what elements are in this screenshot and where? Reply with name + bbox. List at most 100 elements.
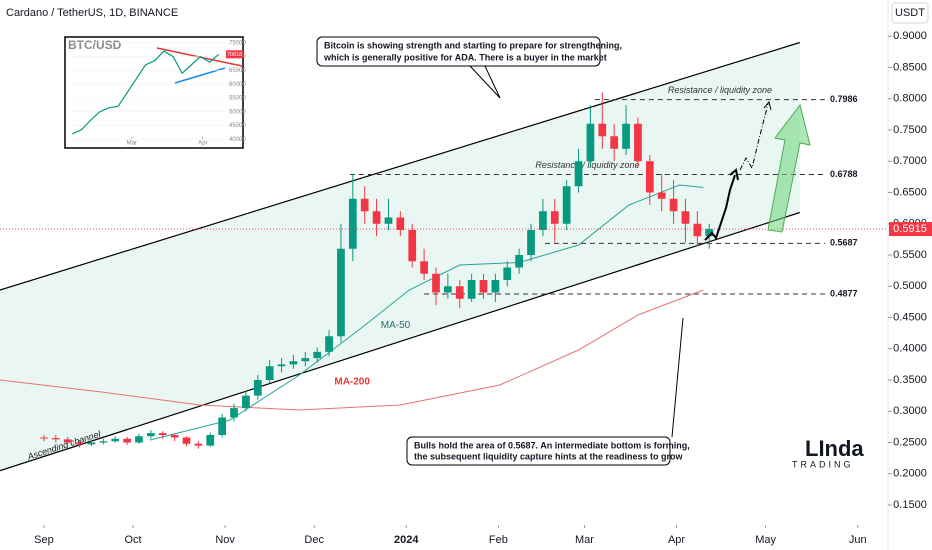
candle-body [396, 217, 405, 230]
candle-body [539, 211, 547, 230]
candle-body [87, 442, 96, 445]
y-tick-label: 0.3500 [893, 374, 927, 386]
bullish-arrow [767, 103, 811, 233]
x-tick-label: May [755, 534, 776, 546]
y-tick-label: 0.6500 [893, 186, 927, 198]
candle-body [51, 438, 60, 440]
inset-x-tick-label: Mar [127, 141, 137, 147]
candle-body [503, 267, 512, 280]
arrow-head [729, 168, 739, 181]
x-tick-label: Mar [575, 534, 594, 546]
candle-body [515, 255, 523, 268]
callout-box [316, 36, 601, 67]
inset-y-tick-label: 75000 [229, 40, 246, 46]
candle-body [622, 123, 630, 149]
moving-average [0, 289, 704, 411]
annotation-text: which is generally positive for ADA. The… [323, 52, 607, 62]
last-price-box [889, 222, 932, 237]
inset-y-tick-label: 45000 [229, 123, 246, 129]
y-tick-label: 0.4000 [893, 343, 927, 355]
ma-label: MA-200 [334, 377, 370, 388]
x-tick-label: Apr [668, 534, 685, 546]
y-tick-label: 0.2000 [893, 468, 927, 480]
candle-body [194, 443, 203, 446]
inset-y-tick-label: 55000 [229, 96, 246, 102]
level-label: 0.4877 [830, 288, 858, 298]
candle-body [63, 439, 72, 443]
channel-line [0, 211, 800, 472]
candle-body [40, 437, 48, 439]
candle-body [135, 436, 143, 443]
candle-body [230, 408, 238, 418]
ma-label: MA-50 [381, 320, 411, 331]
candle-body [289, 361, 298, 365]
inset-y-tick-label: 60000 [229, 82, 246, 88]
candle-body [253, 380, 262, 396]
inset-frame [64, 36, 244, 149]
candle-body [170, 435, 179, 438]
candle-body [455, 286, 464, 299]
x-tick-label: Sep [34, 534, 54, 546]
chart-title: Cardano / TetherUS, 1D, BINANCE [6, 7, 178, 19]
moving-average [149, 184, 704, 441]
candle-body [313, 351, 322, 359]
y-tick-label: 0.8500 [893, 61, 927, 73]
inset-y-tick-label: 65000 [229, 68, 246, 74]
candle-body [360, 198, 369, 212]
y-tick-label: 0.1500 [893, 499, 927, 511]
inset-title: BTC/USD [68, 38, 122, 52]
candle-body [408, 230, 417, 262]
candle-body [634, 123, 642, 162]
inset-y-tick-label: 50000 [229, 109, 246, 115]
level-label: 0.5687 [830, 238, 858, 248]
candle-body [479, 280, 488, 293]
level-label: 0.6788 [830, 169, 858, 179]
inset-last-price-box [226, 50, 243, 59]
candle-body [669, 198, 678, 212]
candle-body [444, 286, 452, 293]
projection-arrow [704, 174, 736, 241]
candle-body [657, 192, 666, 199]
candle-body [99, 441, 108, 443]
logo-name: LInda [805, 436, 864, 461]
candle-body [242, 395, 250, 409]
candle-body [562, 186, 571, 224]
candle-body [348, 198, 357, 249]
y-tick-label: 0.8000 [893, 93, 927, 105]
candle-body [420, 261, 428, 274]
candle-body [467, 280, 476, 299]
y-tick-label: 0.7000 [893, 155, 927, 167]
currency-label: USDT [895, 7, 925, 19]
callout-pointer [671, 317, 684, 438]
candle-body [277, 364, 286, 367]
inset-line [72, 50, 220, 135]
candle-body [111, 438, 120, 442]
x-tick-label: Oct [124, 534, 141, 546]
channel-fill [0, 42, 800, 471]
candle-body [158, 433, 167, 435]
x-tick-label: Nov [215, 534, 235, 546]
currency-button[interactable] [891, 2, 929, 24]
last-price-label: 0.5915 [893, 223, 927, 235]
candle-body [705, 229, 714, 237]
candle-body [182, 437, 191, 444]
candle-body [325, 336, 333, 352]
y-tick-label: 0.4500 [893, 311, 927, 323]
candle-body [75, 442, 84, 445]
inset-y-tick-label: 40000 [229, 137, 246, 143]
candle-body [550, 211, 559, 224]
candle-body [574, 161, 583, 187]
candle-body [432, 273, 440, 293]
candle-body [610, 136, 619, 149]
candle-body [598, 123, 607, 137]
inset-chart: BTC/USD 75000700006500060000550005000045… [64, 36, 246, 149]
y-tick-label: 0.2500 [893, 436, 927, 448]
candle-body [206, 435, 215, 446]
candle-body [693, 223, 702, 237]
y-tick-label: 0.5000 [893, 280, 927, 292]
y-tick-label: 0.7500 [893, 124, 927, 136]
channel-line [0, 41, 800, 291]
candle-body [147, 433, 155, 437]
candle-body [123, 438, 131, 443]
